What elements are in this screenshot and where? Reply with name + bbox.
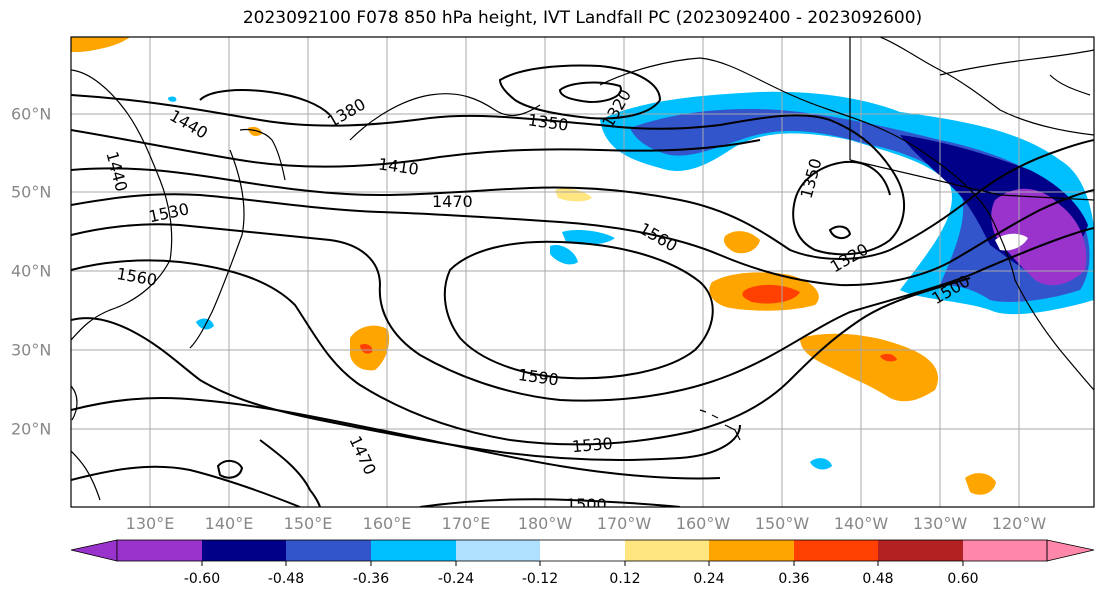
lon-label-160w: 160°W — [675, 514, 731, 533]
colorbar-tick-label: -0.36 — [352, 571, 390, 587]
colorbar-bin — [794, 540, 878, 561]
colorbar-tick-label: -0.24 — [437, 571, 475, 587]
lon-label-170w: 170°W — [596, 514, 652, 533]
lat-label-50n: 50°N — [11, 182, 52, 202]
lon-label-150w: 150°W — [754, 514, 810, 533]
lat-label-20n: 20°N — [11, 419, 52, 439]
colorbar-tick-label: 0.12 — [609, 571, 641, 587]
colorbar-extend-left — [70, 539, 118, 562]
contour-label: 1500 — [566, 495, 607, 514]
colorbar — [70, 539, 1095, 566]
colorbar-bin — [878, 540, 963, 561]
colorbar-bin — [117, 540, 202, 561]
lon-label-120w: 120°W — [991, 514, 1047, 533]
lon-label-170e: 170°E — [441, 514, 491, 533]
lon-label-140e: 140°E — [204, 514, 254, 533]
shading-small-blue3 — [810, 458, 832, 470]
lon-label-150e: 150°E — [283, 514, 333, 533]
colorbar-bin — [540, 540, 625, 561]
coastlines — [71, 37, 1094, 501]
ivt-shading — [71, 37, 1094, 495]
colorbar-extend-right — [1046, 539, 1095, 562]
colorbar-bin — [202, 540, 286, 561]
map-area: 1380 1440 1440 1320 1350 1410 1470 1530 … — [71, 37, 1094, 514]
colorbar-tick-label: 0.48 — [862, 571, 894, 587]
colorbar-frame — [116, 539, 1048, 562]
lon-label-140w: 140°W — [833, 514, 889, 533]
lon-label-130w: 130°W — [912, 514, 968, 533]
shading-orange-b — [724, 231, 760, 254]
shading-orange-e — [800, 333, 939, 402]
shading-purple — [991, 188, 1087, 286]
shading-red-e — [880, 353, 897, 362]
shading-small-lightblue — [196, 318, 214, 330]
colorbar-bin — [963, 540, 1047, 561]
shading-orange-g — [248, 126, 262, 136]
colorbar-bin — [709, 540, 794, 561]
lon-label-180w: 180°W — [517, 514, 573, 533]
colorbar-tick-label: -0.12 — [521, 571, 559, 587]
shading-small-blue2 — [550, 244, 578, 265]
map-frame — [70, 36, 1095, 508]
colorbar-tick-label: 0.24 — [693, 571, 725, 587]
colorbar-tick-label: 0.36 — [778, 571, 810, 587]
colorbar-tick-label: -0.60 — [183, 571, 221, 587]
colorbar-bin — [286, 540, 371, 561]
colorbar-tick-label: 0.60 — [947, 571, 979, 587]
contour-label: 1530 — [571, 434, 613, 456]
lon-label-160e: 160°E — [362, 514, 412, 533]
graticule — [71, 37, 1094, 507]
colorbar-bin — [456, 540, 540, 561]
contour-label: 1470 — [432, 192, 473, 211]
lat-label-60n: 60°N — [11, 104, 52, 124]
lon-label-130e: 130°E — [125, 514, 175, 533]
shading-red-main — [742, 284, 800, 304]
colorbar-tick-label: -0.48 — [267, 571, 305, 587]
colorbar-bin — [625, 540, 709, 561]
shading-orange-f — [965, 473, 996, 495]
shading-white-hole — [995, 233, 1028, 251]
shading-red-d — [360, 343, 373, 354]
shading-tiny-blue — [168, 96, 177, 102]
lat-label-30n: 30°N — [11, 340, 52, 360]
shading-orange-ne — [71, 37, 130, 52]
height-contours — [71, 64, 1094, 507]
map-title: 2023092100 F078 850 hPa height, IVT Land… — [242, 8, 923, 28]
lat-label-40n: 40°N — [11, 261, 52, 281]
shading-small-blue — [562, 230, 615, 245]
colorbar-bin — [371, 540, 456, 561]
